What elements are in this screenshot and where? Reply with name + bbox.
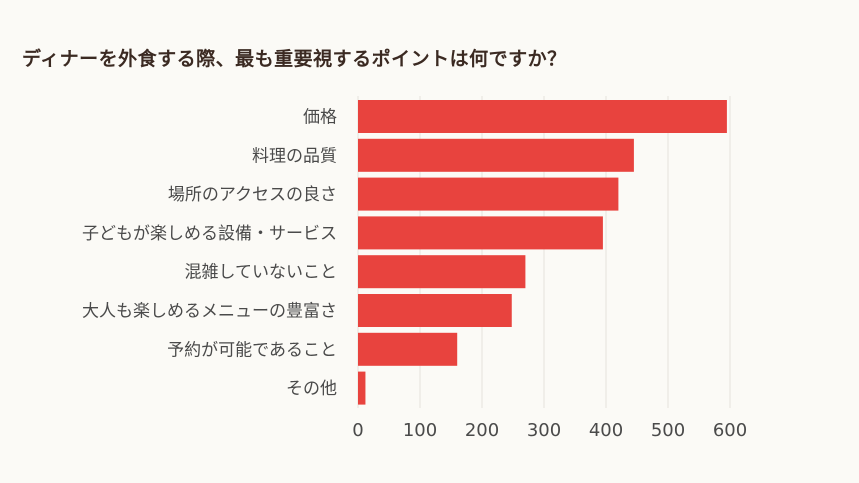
category-label: 混雑していないこと (185, 263, 338, 283)
x-tick-label: 200 (465, 420, 499, 441)
bar (358, 216, 603, 250)
bar (358, 100, 727, 133)
bar (358, 177, 619, 211)
category-label: その他 (286, 379, 337, 399)
chart-title: ディナーを外食する際、最も重要視するポイントは何ですか？ (22, 48, 567, 70)
category-labels: 価格料理の品質場所のアクセスの良さ子どもが楽しめる設備・サービス混雑していないこ… (82, 108, 337, 400)
category-label: 大人も楽しめるメニューの豊富さ (82, 302, 337, 322)
x-tick-label: 0 (352, 420, 363, 441)
category-label: 子どもが楽しめる設備・サービス (82, 224, 337, 244)
bar (358, 332, 458, 366)
bar (358, 138, 634, 172)
category-label: 料理の品質 (252, 146, 337, 166)
x-tick-label: 100 (403, 420, 437, 441)
bar (358, 371, 366, 405)
bar (358, 294, 512, 327)
x-tick-label: 300 (527, 420, 561, 441)
x-tick-label: 400 (589, 420, 623, 441)
x-tick-labels: 0 100 200 300 400 500 600 (352, 420, 747, 441)
x-tick-label: 500 (651, 420, 685, 441)
x-tick-label: 600 (713, 420, 747, 441)
bar (358, 255, 526, 289)
category-label: 場所のアクセスの良さ (168, 185, 337, 205)
category-label: 予約が可能であること (167, 340, 337, 360)
bars (358, 100, 727, 405)
category-label: 価格 (303, 108, 337, 128)
